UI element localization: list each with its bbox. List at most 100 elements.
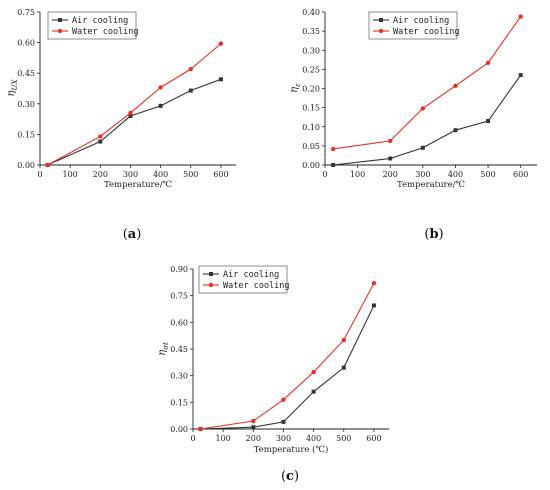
data-point-air-cooling	[388, 156, 393, 161]
data-point-water-cooling	[311, 369, 316, 375]
data-point-water-cooling	[485, 60, 491, 66]
legend-marker-square	[379, 18, 383, 22]
panel-b-chart: 0.00 0.05 0.10 0.15 0.20 0.25 0.30 0.35 0.40 0 100…	[289, 8, 537, 242]
data-point-air-cooling	[251, 425, 256, 430]
panel-label: (b)	[424, 227, 443, 242]
y-tick-label: 0.90	[170, 265, 188, 274]
legend-label: Air cooling	[393, 16, 449, 26]
y-tick-label: 0.30	[17, 100, 35, 109]
panel-a-chart: 0.00 0.15 0.30 0.45 0.60 0.75 0 100 200 300 400 500…	[6, 8, 236, 242]
data-point-air-cooling	[341, 365, 346, 370]
x-axis-label: Temperature/℃	[104, 180, 172, 190]
panel-label-open: (	[281, 469, 286, 484]
y-tick-label: 0.40	[302, 8, 320, 17]
legend-box	[368, 11, 458, 40]
x-tick-label: 0	[190, 434, 195, 443]
series-line-water-cooling	[333, 16, 522, 150]
x-tick-label: 300	[123, 170, 138, 179]
x-axis-label: Temperature (℃)	[254, 444, 329, 455]
legend-label: Water cooling	[72, 27, 139, 37]
data-point-water-cooling	[420, 106, 426, 111]
y-tick-label: 0.35	[302, 27, 320, 36]
x-tick-label: 600	[513, 170, 528, 179]
x-axis-label: Temperature/℃	[397, 180, 465, 190]
x-tick-label: 600	[213, 170, 228, 179]
panel-label-open: (	[424, 227, 429, 242]
y-tick-label: 0.30	[302, 46, 320, 55]
data-point-water-cooling	[251, 418, 256, 424]
legend-label: Air cooling	[223, 270, 279, 280]
x-tick-label: 500	[336, 434, 351, 443]
x-tick-label: 100	[63, 170, 78, 179]
data-point-water-cooling	[518, 14, 523, 19]
panel-c-chart: 0.00 0.15 0.30 0.45 0.60 0.75 0.90 0 100 200 300 40…	[157, 265, 389, 484]
panel-label: (a)	[123, 227, 142, 242]
data-point-air-cooling	[188, 88, 193, 93]
legend-marker-square	[58, 18, 62, 22]
y-axis-label-sub: UX	[11, 79, 19, 91]
data-point-water-cooling	[128, 110, 133, 116]
x-tick-label: 500	[480, 170, 495, 179]
data-point-water-cooling	[45, 162, 50, 168]
data-point-air-cooling	[331, 163, 336, 167]
y-tick-label: 0.00	[302, 161, 320, 170]
x-tick-label: 0	[322, 170, 327, 179]
data-point-air-cooling	[281, 419, 286, 424]
legend-marker-square	[209, 272, 213, 276]
x-tick-label: 400	[306, 434, 321, 443]
data-point-water-cooling	[388, 138, 393, 144]
y-tick-label: 0.30	[170, 372, 188, 381]
panel-label-close: )	[294, 469, 299, 484]
y-tick-label: 0.25	[302, 65, 320, 74]
panel-label-close: )	[439, 227, 444, 242]
y-tick-label: 0.05	[302, 142, 320, 151]
y-tick-label: 0.60	[170, 318, 188, 327]
x-tick-label: 300	[415, 170, 430, 179]
data-point-air-cooling	[311, 389, 316, 394]
y-axis-label-main: η	[289, 87, 300, 93]
y-tick-label: 0.00	[170, 425, 188, 434]
legend-marker-circle	[57, 28, 63, 34]
x-tick-label: 300	[276, 434, 291, 443]
series-line-water-cooling	[47, 43, 222, 166]
y-tick-label: 0.75	[170, 292, 188, 301]
data-point-water-cooling	[453, 83, 458, 89]
data-point-water-cooling	[188, 66, 193, 72]
y-tick-label: 0.10	[302, 123, 320, 132]
x-tick-label: 200	[383, 170, 398, 179]
series-line-water-cooling	[200, 282, 375, 430]
x-tick-label: 600	[366, 434, 381, 443]
panel-label-letter: c	[286, 469, 294, 484]
x-tick-label: 400	[153, 170, 168, 179]
legend-label: Water cooling	[223, 281, 290, 291]
data-point-water-cooling	[218, 41, 224, 46]
data-point-air-cooling	[518, 73, 523, 78]
y-tick-label: 0.45	[17, 69, 35, 78]
data-point-water-cooling	[98, 134, 103, 139]
series-line-air-cooling	[47, 78, 222, 166]
data-point-water-cooling	[281, 397, 286, 402]
legend-label: Water cooling	[393, 27, 460, 37]
x-tick-label: 400	[448, 170, 463, 179]
x-tick-label: 100	[216, 434, 231, 443]
x-tick-label: 200	[93, 170, 108, 179]
data-point-water-cooling	[198, 426, 203, 432]
y-tick-label: 0.75	[17, 8, 35, 17]
panel-label-letter: a	[128, 227, 137, 242]
legend-marker-circle	[208, 282, 214, 288]
legend-label: Air cooling	[72, 16, 128, 26]
x-tick-label: 500	[183, 170, 198, 179]
data-point-water-cooling	[341, 337, 346, 343]
data-point-water-cooling	[371, 281, 377, 286]
data-point-air-cooling	[158, 103, 163, 108]
y-tick-label: 0.45	[170, 345, 188, 354]
y-tick-label: 0.20	[302, 85, 320, 94]
panel-label-open: (	[123, 227, 128, 242]
y-axis-label-main: η	[6, 90, 17, 96]
panel-label-close: )	[136, 227, 141, 242]
y-tick-label: 0.60	[17, 39, 35, 48]
